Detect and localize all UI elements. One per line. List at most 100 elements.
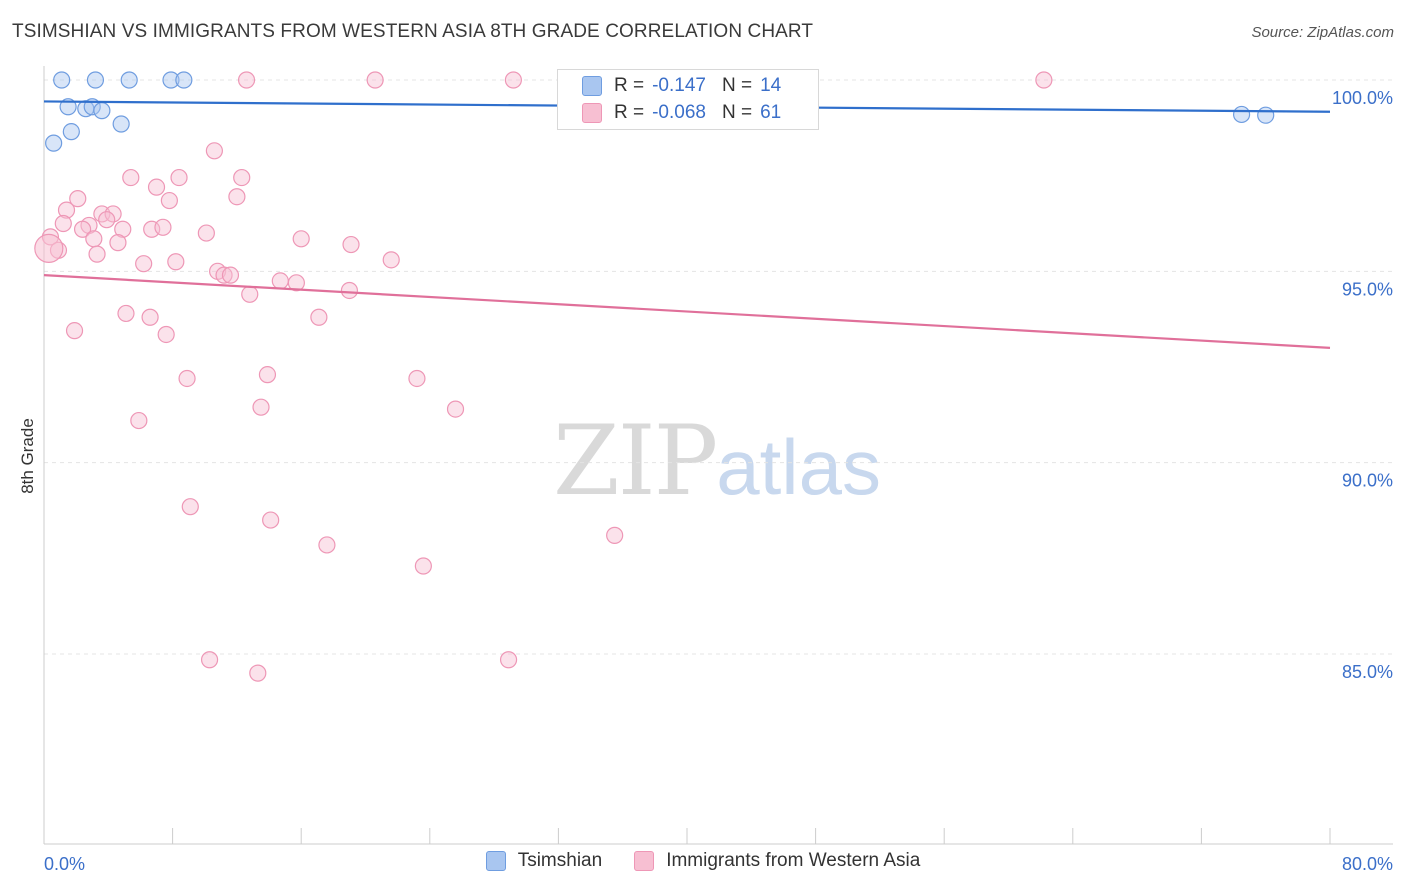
r-value: -0.068 <box>652 102 706 123</box>
western-asia-point <box>237 71 256 89</box>
western-asia-point <box>178 369 196 388</box>
tsimshian-point <box>53 71 71 89</box>
y-tick-label: 90.0% <box>1342 471 1393 491</box>
tsimshian-point <box>93 102 111 120</box>
y-axis-label: 8th Grade <box>18 418 37 494</box>
x-tick-label: 0.0% <box>44 854 85 874</box>
tsimshian-point <box>112 115 130 133</box>
western-asia-point <box>57 201 76 219</box>
tsimshian-point <box>1257 106 1275 124</box>
watermark-atlas: atlas <box>716 423 881 511</box>
western-asia-point <box>170 168 188 187</box>
western-asia-point <box>157 325 175 344</box>
western-asia-point <box>85 230 103 248</box>
western-asia-point <box>318 536 336 554</box>
western-asia-point <box>73 220 92 238</box>
western-asia-point <box>160 191 178 210</box>
correlation-legend: R = -0.147 N = 14 R = -0.068 N = 61 <box>557 69 819 130</box>
n-label: N = <box>721 102 753 123</box>
y-tick-label: 85.0% <box>1342 662 1393 682</box>
western-asia-point <box>130 411 148 430</box>
r-label: R = <box>614 75 645 96</box>
western-asia-point <box>88 245 106 263</box>
western-asia-point <box>167 253 185 271</box>
x-tick-label: 80.0% <box>1342 854 1393 874</box>
series-legend: Tsimshian Immigrants from Western Asia <box>0 850 1406 872</box>
western-asia-point <box>340 281 359 300</box>
western-asia-point <box>249 664 267 682</box>
western-asia-point <box>504 71 522 89</box>
western-asia-point <box>262 511 280 529</box>
western-asia-point <box>252 398 270 416</box>
western-asia-point <box>446 400 465 418</box>
western-asia-point <box>69 190 87 208</box>
western-asia-point <box>34 233 64 263</box>
western-asia-point <box>141 308 159 326</box>
tsimshian-point <box>1232 105 1251 124</box>
western-asia-point <box>310 308 328 326</box>
western-asia-point <box>408 369 426 388</box>
western-asia-point <box>200 651 219 669</box>
western-asia-swatch <box>582 103 602 123</box>
tsimshian-point <box>45 134 63 152</box>
legend-label-tsimshian: Tsimshian <box>517 850 603 871</box>
western-asia-point <box>228 188 246 206</box>
western-asia-point <box>109 234 127 252</box>
western-asia-point <box>181 498 199 516</box>
n-label: N = <box>721 75 753 96</box>
western-asia-point <box>54 214 72 233</box>
western-asia-point <box>258 366 277 384</box>
n-value: 61 <box>760 102 782 123</box>
tsimshian-legend-swatch <box>485 851 506 871</box>
western-asia-point <box>205 142 223 160</box>
western-asia-point <box>65 322 84 340</box>
y-tick-label: 100.0% <box>1332 88 1393 108</box>
watermark: ZIPatlas <box>553 405 881 517</box>
western-asia-point <box>366 71 384 89</box>
chart-title: TSIMSHIAN VS IMMIGRANTS FROM WESTERN ASI… <box>12 21 814 42</box>
western-asia-point <box>215 266 233 284</box>
n-value: 14 <box>760 75 782 96</box>
legend-item-tsimshian: Tsimshian <box>485 850 603 872</box>
western-asia-trend-line <box>43 274 1331 349</box>
western-asia-point <box>114 220 132 238</box>
western-asia-point <box>271 272 289 290</box>
tsimshian-point <box>162 71 180 89</box>
western-asia-point <box>122 168 140 187</box>
western-asia-legend-swatch <box>634 851 655 871</box>
legend-row-tsimshian: R = -0.147 N = 14 <box>582 73 781 99</box>
tsimshian-point <box>62 123 80 141</box>
source-label: Source: ZipAtlas.com <box>1251 24 1394 41</box>
western-asia-point <box>221 266 240 284</box>
western-asia-point <box>241 285 259 303</box>
western-asia-point <box>154 218 172 236</box>
western-asia-point <box>287 274 305 292</box>
watermark-zip: ZIP <box>553 405 718 517</box>
legend-label-western-asia: Immigrants from Western Asia <box>666 850 921 871</box>
western-asia-point <box>499 651 518 669</box>
western-asia-point <box>197 224 215 242</box>
western-asia-point <box>414 557 432 575</box>
western-asia-point <box>342 235 360 254</box>
western-asia-point <box>135 255 153 273</box>
western-asia-point <box>147 178 166 196</box>
western-asia-point <box>1035 71 1053 89</box>
western-asia-point <box>233 168 251 187</box>
r-value: -0.147 <box>652 75 706 96</box>
legend-row-western-asia: R = -0.068 N = 61 <box>582 100 781 126</box>
y-tick-label: 95.0% <box>1342 279 1393 299</box>
tsimshian-point <box>120 71 138 89</box>
western-asia-point <box>292 230 310 248</box>
r-label: R = <box>614 102 645 123</box>
tsimshian-point <box>175 71 193 89</box>
western-asia-point <box>382 251 400 269</box>
tsimshian-swatch <box>582 76 602 96</box>
western-asia-point <box>98 211 116 229</box>
western-asia-point <box>117 304 135 323</box>
western-asia-point <box>606 526 624 544</box>
western-asia-point <box>104 205 122 223</box>
tsimshian-point <box>59 98 77 116</box>
tsimshian-point <box>86 71 105 89</box>
legend-item-western-asia: Immigrants from Western Asia <box>634 850 920 872</box>
